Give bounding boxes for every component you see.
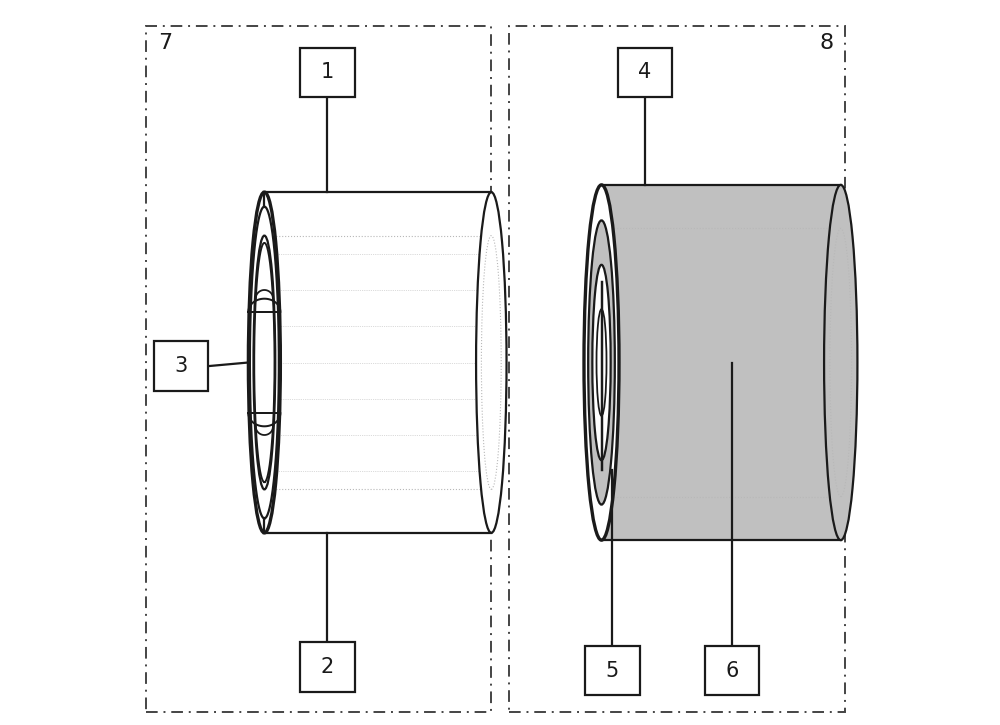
FancyBboxPatch shape xyxy=(705,646,759,695)
FancyBboxPatch shape xyxy=(300,48,355,97)
Ellipse shape xyxy=(254,236,275,489)
Bar xyxy=(146,26,491,712)
Ellipse shape xyxy=(248,192,280,533)
Bar xyxy=(264,192,491,533)
Ellipse shape xyxy=(588,220,615,505)
FancyBboxPatch shape xyxy=(154,341,208,391)
Text: 4: 4 xyxy=(638,62,652,83)
Text: 3: 3 xyxy=(174,356,188,376)
Ellipse shape xyxy=(592,265,611,460)
Text: 8: 8 xyxy=(819,33,834,53)
Ellipse shape xyxy=(476,192,507,533)
Bar xyxy=(602,185,841,540)
Text: 5: 5 xyxy=(606,660,619,681)
FancyBboxPatch shape xyxy=(618,48,672,97)
Text: 7: 7 xyxy=(158,33,172,53)
Text: 2: 2 xyxy=(321,657,334,677)
Ellipse shape xyxy=(824,185,857,540)
Text: 6: 6 xyxy=(725,660,739,681)
FancyBboxPatch shape xyxy=(585,646,640,695)
Bar xyxy=(509,26,845,712)
Text: 1: 1 xyxy=(321,62,334,83)
FancyBboxPatch shape xyxy=(300,642,355,692)
Ellipse shape xyxy=(584,185,619,540)
